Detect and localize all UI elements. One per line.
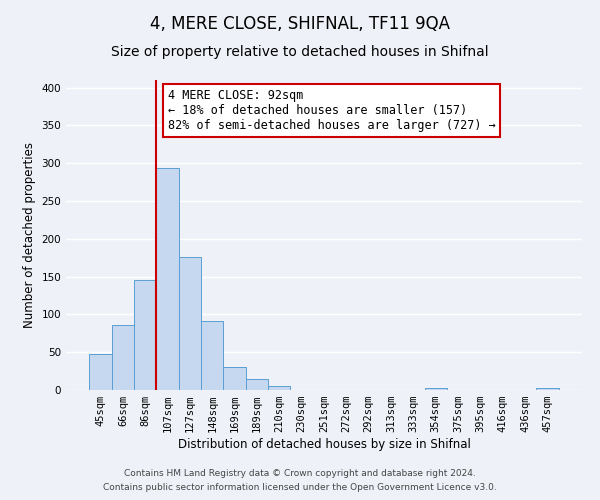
Bar <box>157 168 179 390</box>
Text: Size of property relative to detached houses in Shifnal: Size of property relative to detached ho… <box>111 45 489 59</box>
Text: 4 MERE CLOSE: 92sqm
← 18% of detached houses are smaller (157)
82% of semi-detac: 4 MERE CLOSE: 92sqm ← 18% of detached ho… <box>167 89 496 132</box>
Bar <box>246 378 268 390</box>
Bar <box>89 354 112 390</box>
Text: Contains HM Land Registry data © Crown copyright and database right 2024.: Contains HM Land Registry data © Crown c… <box>124 468 476 477</box>
Bar <box>201 321 223 390</box>
Bar <box>179 257 201 390</box>
Bar <box>223 368 246 390</box>
Text: Contains public sector information licensed under the Open Government Licence v3: Contains public sector information licen… <box>103 484 497 492</box>
Bar <box>112 325 134 390</box>
Bar <box>268 386 290 390</box>
Bar <box>536 388 559 390</box>
X-axis label: Distribution of detached houses by size in Shifnal: Distribution of detached houses by size … <box>178 438 470 451</box>
Bar <box>425 388 447 390</box>
Text: 4, MERE CLOSE, SHIFNAL, TF11 9QA: 4, MERE CLOSE, SHIFNAL, TF11 9QA <box>150 15 450 33</box>
Y-axis label: Number of detached properties: Number of detached properties <box>23 142 36 328</box>
Bar <box>134 280 157 390</box>
